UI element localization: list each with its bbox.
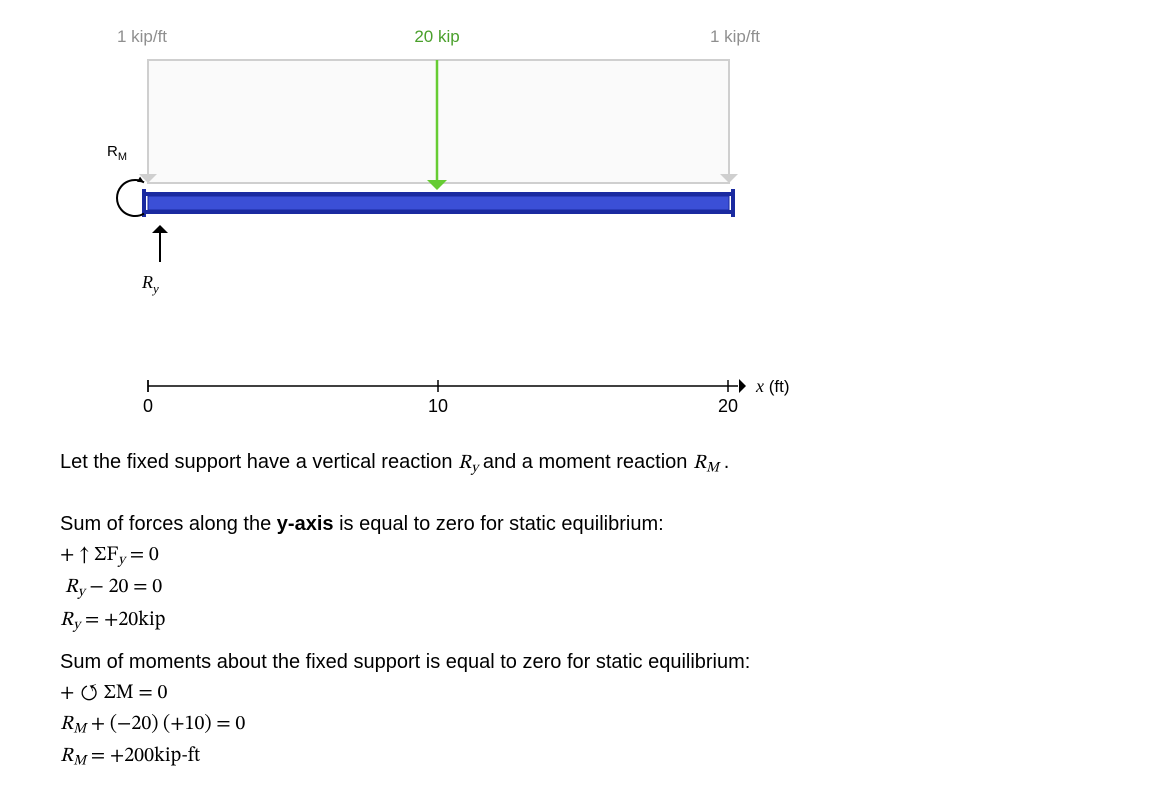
intro-end: . <box>724 451 730 473</box>
sum-m-eq: + ↺ ΣM = 0 <box>60 679 1060 708</box>
rm-eq: RM + (−20) (+10) = 0 <box>60 710 1060 740</box>
svg-text:0: 0 <box>143 396 153 416</box>
svg-text:Ry: Ry <box>141 272 159 296</box>
page: 1 kip/ft 1 kip/ft 20 kip Ry RM 0 10 20 x (ft) Le… <box>0 0 1154 806</box>
intro-mid: and a moment reaction <box>483 451 693 473</box>
intro-text: Let the fixed support have a vertical re… <box>60 448 1060 479</box>
rm-symbol: RM <box>693 453 724 473</box>
svg-text:1 kip/ft: 1 kip/ft <box>710 27 760 46</box>
sum-fy-eq: + ↑ ΣFy = 0 <box>60 541 1060 571</box>
rm-result: RM = +200kip-ft <box>60 742 1060 772</box>
intro-pre: Let the fixed support have a vertical re… <box>60 451 458 473</box>
ry-result: Ry = +20kip <box>60 606 1060 636</box>
forces-block: Sum of forces along the y-axis is equal … <box>60 510 1060 638</box>
moments-block: Sum of moments about the fixed support i… <box>60 648 1060 775</box>
forces-heading: Sum of forces along the y-axis is equal … <box>60 510 1060 539</box>
svg-text:10: 10 <box>428 396 448 416</box>
svg-text:20 kip: 20 kip <box>414 27 459 46</box>
svg-text:20: 20 <box>718 396 738 416</box>
moments-heading: Sum of moments about the fixed support i… <box>60 648 1060 677</box>
svg-text:x (ft): x (ft) <box>755 376 790 396</box>
svg-text:RM: RM <box>107 143 127 163</box>
ry-minus-20: Ry − 20 = 0 <box>60 573 1060 603</box>
ry-symbol: Ry <box>458 453 483 473</box>
svg-text:1 kip/ft: 1 kip/ft <box>117 27 167 46</box>
beam-diagram: 1 kip/ft 1 kip/ft 20 kip Ry RM 0 10 20 x (ft) <box>0 0 1154 430</box>
